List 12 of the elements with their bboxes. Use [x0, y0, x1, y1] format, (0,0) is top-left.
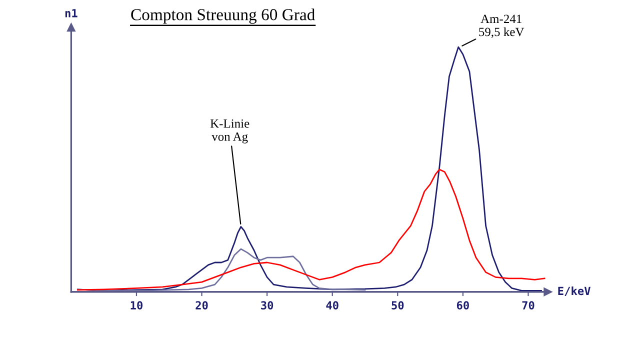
annotation: Am-241 59,5 keV: [479, 14, 524, 38]
x-tick-label: 60: [456, 301, 469, 310]
chart-title: Compton Streuung 60 Grad: [131, 8, 315, 24]
x-axis-title: E/keV: [558, 286, 590, 296]
y-axis-title: n1: [65, 9, 78, 18]
x-tick-label: 70: [522, 301, 534, 310]
x-tick-label: 40: [326, 301, 338, 310]
x-tick-label: 50: [392, 301, 404, 310]
x-tick-label: 30: [261, 301, 274, 310]
annotation: K-Linie von Ag: [210, 119, 250, 144]
x-tick-label: 20: [196, 301, 208, 310]
x-tick-label: 10: [130, 301, 142, 310]
